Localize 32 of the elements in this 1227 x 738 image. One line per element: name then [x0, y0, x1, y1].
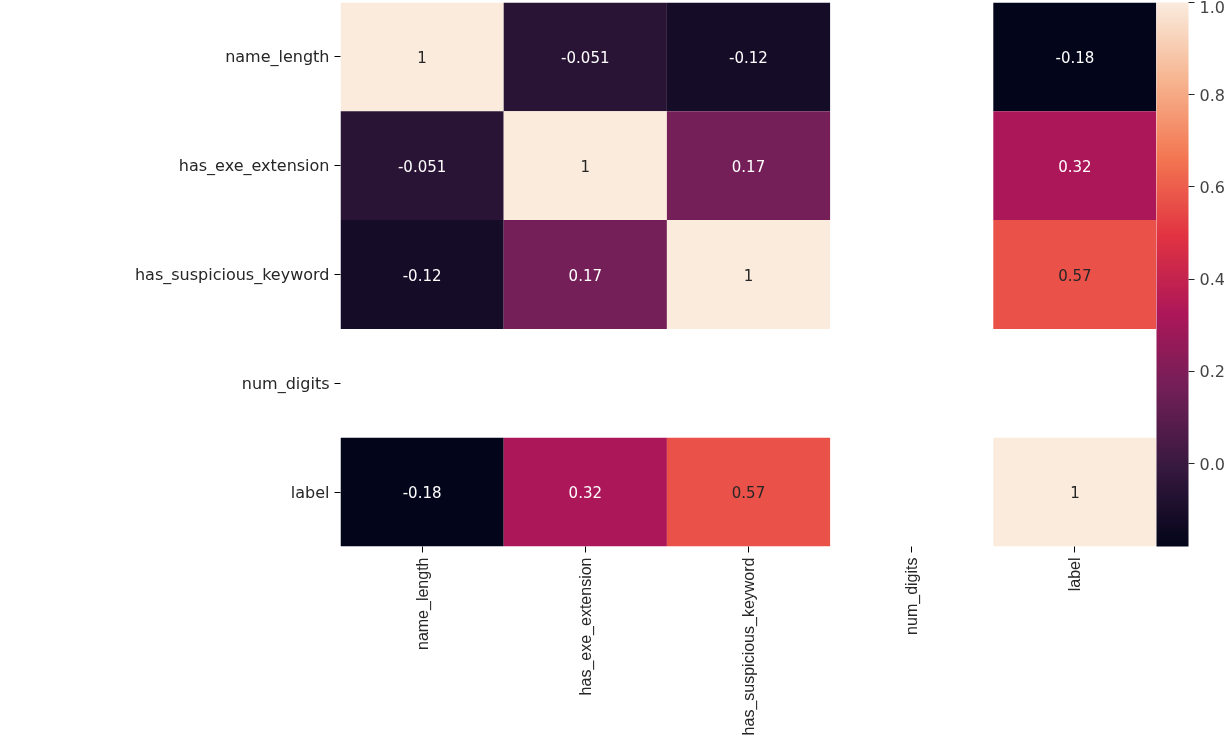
- x-tick-label: has_exe_extension: [576, 557, 595, 696]
- x-tick-label: num_digits: [903, 557, 922, 635]
- color-bar-label: 1.0: [1199, 0, 1225, 17]
- data-label: 1: [1070, 484, 1080, 503]
- x-tick-label: label: [1066, 557, 1084, 592]
- x-tick-label: has_suspicious_keyword: [740, 557, 758, 736]
- data-label: 0.32: [1058, 157, 1092, 176]
- data-label: -0.051: [561, 48, 610, 67]
- y-tick-label: has_suspicious_keyword: [134, 265, 330, 285]
- y-tick-label: name_length: [225, 47, 330, 68]
- data-label: 0.57: [1058, 266, 1092, 285]
- y-tick-label: num_digits: [241, 373, 330, 394]
- data-label: 1: [417, 48, 427, 67]
- color-bar-label: 0.8: [1199, 85, 1225, 105]
- color-bar-label: 0.2: [1199, 362, 1225, 382]
- data-label: -0.051: [397, 157, 447, 176]
- data-label: 0.57: [731, 484, 766, 503]
- data-label: 0.17: [568, 266, 603, 285]
- data-label: 1: [580, 157, 591, 176]
- data-label: -0.12: [729, 48, 768, 67]
- color-bar-label: 0.6: [1199, 177, 1225, 197]
- color-bar-label: 0.0: [1199, 454, 1225, 474]
- data-label: 1: [743, 266, 754, 285]
- y-tick-label: label: [290, 482, 330, 502]
- data-label: -0.12: [402, 266, 442, 285]
- data-label: -0.18: [402, 484, 442, 503]
- data-label: -0.18: [1055, 48, 1095, 67]
- data-label: 0.32: [568, 484, 603, 503]
- color-bar-label: 0.4: [1199, 270, 1225, 290]
- x-tick-label: name_length: [413, 557, 432, 651]
- data-label: 0.17: [731, 157, 766, 176]
- y-tick-label: has_exe_extension: [178, 156, 330, 177]
